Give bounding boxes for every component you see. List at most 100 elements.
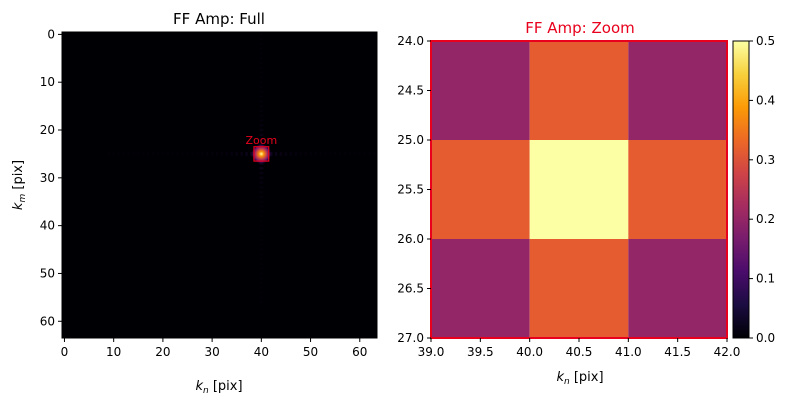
sidelobe-horizontal	[299, 151, 302, 156]
sidelobe-horizontal	[201, 151, 204, 156]
sidelobe-horizontal	[294, 151, 297, 156]
sidelobe-horizontal	[319, 151, 322, 156]
sidelobe-horizontal	[156, 151, 160, 156]
zoom-y-axis: 24.0 24.5 25.0 25.5 26.0 26.5 27.0	[397, 34, 431, 345]
zoom-heatmap-cell	[431, 41, 530, 140]
sidelobe-horizontal	[191, 151, 194, 156]
sidelobe-horizontal	[284, 151, 288, 156]
sidelobe-horizontal	[363, 151, 366, 156]
sidelobe-horizontal	[161, 151, 165, 156]
sidelobe-horizontal	[368, 151, 371, 156]
full-y-axis: 0 10 20 30 40 50 60	[40, 27, 62, 328]
sidelobe-horizontal	[235, 151, 238, 156]
full-x-axis-label: kn [pix]	[195, 379, 242, 396]
sidelobe-vertical	[259, 210, 264, 213]
sidelobe-horizontal	[181, 151, 184, 156]
sidelobe-vertical	[259, 277, 264, 280]
sidelobe-vertical	[259, 119, 264, 122]
zoom-panel: FF Amp: Zoom 39.0 39.5 40.0 40.5 41.0 41.5 42.…	[397, 19, 740, 387]
sidelobe-horizontal	[274, 151, 278, 156]
colorbar-tick-label: 0.2	[756, 212, 775, 226]
full-x-axis: 0 10 20 30 40 50 60	[61, 338, 367, 359]
sidelobe-vertical	[259, 66, 264, 70]
colorbar-tick-label: 0.3	[756, 153, 775, 167]
full-heatmap-peak	[251, 143, 272, 164]
sidelobe-horizontal	[220, 151, 224, 156]
sidelobe-horizontal	[358, 151, 361, 156]
zoom-x-tick-label: 39.5	[467, 345, 494, 359]
sidelobe-vertical	[259, 33, 264, 36]
zoom-x-tick-label: 40.0	[516, 345, 543, 359]
sidelobe-horizontal	[314, 151, 317, 156]
zoom-heatmap-cell	[431, 140, 530, 239]
sidelobe-vertical	[259, 253, 264, 256]
zoom-y-tick-label: 27.0	[397, 331, 424, 345]
sidelobe-vertical	[259, 296, 264, 299]
sidelobe-horizontal	[151, 151, 155, 156]
zoom-x-tick-label: 40.5	[566, 345, 593, 359]
full-x-tick-label: 60	[352, 345, 367, 359]
sidelobe-vertical	[259, 234, 264, 237]
sidelobe-vertical	[259, 52, 264, 55]
sidelobe-vertical	[259, 200, 264, 203]
sidelobe-vertical	[259, 229, 264, 232]
sidelobe-horizontal	[289, 151, 293, 156]
zoom-y-tick-label: 26.0	[397, 232, 424, 246]
colorbar-gradient	[733, 41, 749, 338]
sidelobe-vertical	[259, 224, 264, 227]
colorbar-frame	[732, 40, 750, 339]
full-y-tick-label: 0	[47, 27, 55, 41]
sidelobe-vertical	[259, 71, 264, 74]
sidelobe-horizontal	[230, 151, 234, 156]
sidelobe-horizontal	[333, 151, 337, 156]
full-x-tick-label: 40	[254, 345, 269, 359]
sidelobe-horizontal	[176, 151, 179, 156]
sidelobe-horizontal	[353, 151, 357, 156]
zoom-y-tick-label: 24.5	[397, 84, 424, 98]
sidelobe-horizontal	[186, 151, 189, 156]
sidelobe-horizontal	[137, 151, 140, 156]
sidelobe-vertical	[259, 57, 264, 60]
sidelobe-vertical	[259, 85, 264, 89]
sidelobe-vertical	[259, 109, 264, 113]
sidelobe-vertical	[259, 100, 264, 103]
sidelobe-vertical	[259, 171, 264, 175]
zoom-y-tick-label: 25.5	[397, 183, 424, 197]
sidelobe-horizontal	[225, 151, 229, 156]
sidelobe-vertical	[259, 257, 264, 261]
full-x-tick-label: 20	[155, 345, 170, 359]
sidelobe-horizontal	[304, 151, 307, 156]
sidelobe-horizontal	[107, 151, 110, 156]
sidelobe-vertical	[259, 248, 264, 251]
sidelobe-vertical	[259, 37, 264, 41]
full-y-tick-label: 30	[40, 171, 55, 185]
sidelobe-vertical	[259, 281, 264, 285]
sidelobe-horizontal	[127, 151, 130, 156]
colorbar-tick-label: 0.1	[756, 272, 775, 286]
sidelobe-horizontal	[348, 151, 352, 156]
full-y-axis-label: km [pix]	[11, 160, 28, 210]
sidelobe-horizontal	[240, 151, 243, 156]
sidelobe-vertical	[259, 76, 264, 79]
full-y-tick-label: 60	[40, 314, 55, 328]
sidelobe-vertical	[259, 214, 264, 218]
zoom-y-tick-label: 25.0	[397, 133, 424, 147]
full-x-tick-label: 10	[106, 345, 121, 359]
sidelobe-vertical	[259, 181, 264, 184]
zoom-x-axis-label: kn [pix]	[556, 370, 603, 387]
sidelobe-horizontal	[196, 151, 199, 156]
colorbar-tick-label: 0.4	[756, 93, 775, 107]
sidelobe-vertical	[259, 195, 264, 199]
sidelobe-vertical	[259, 167, 264, 170]
sidelobe-horizontal	[122, 151, 125, 156]
sidelobe-vertical	[259, 61, 264, 65]
sidelobe-horizontal	[279, 151, 283, 156]
full-y-tick-label: 50	[40, 266, 55, 280]
sidelobe-vertical	[259, 219, 264, 223]
full-panel-title: FF Amp: Full	[173, 10, 265, 28]
sidelobe-vertical	[259, 286, 264, 289]
sidelobe-horizontal	[338, 151, 342, 156]
full-y-tick-label: 10	[40, 75, 55, 89]
sidelobe-vertical	[259, 190, 264, 194]
